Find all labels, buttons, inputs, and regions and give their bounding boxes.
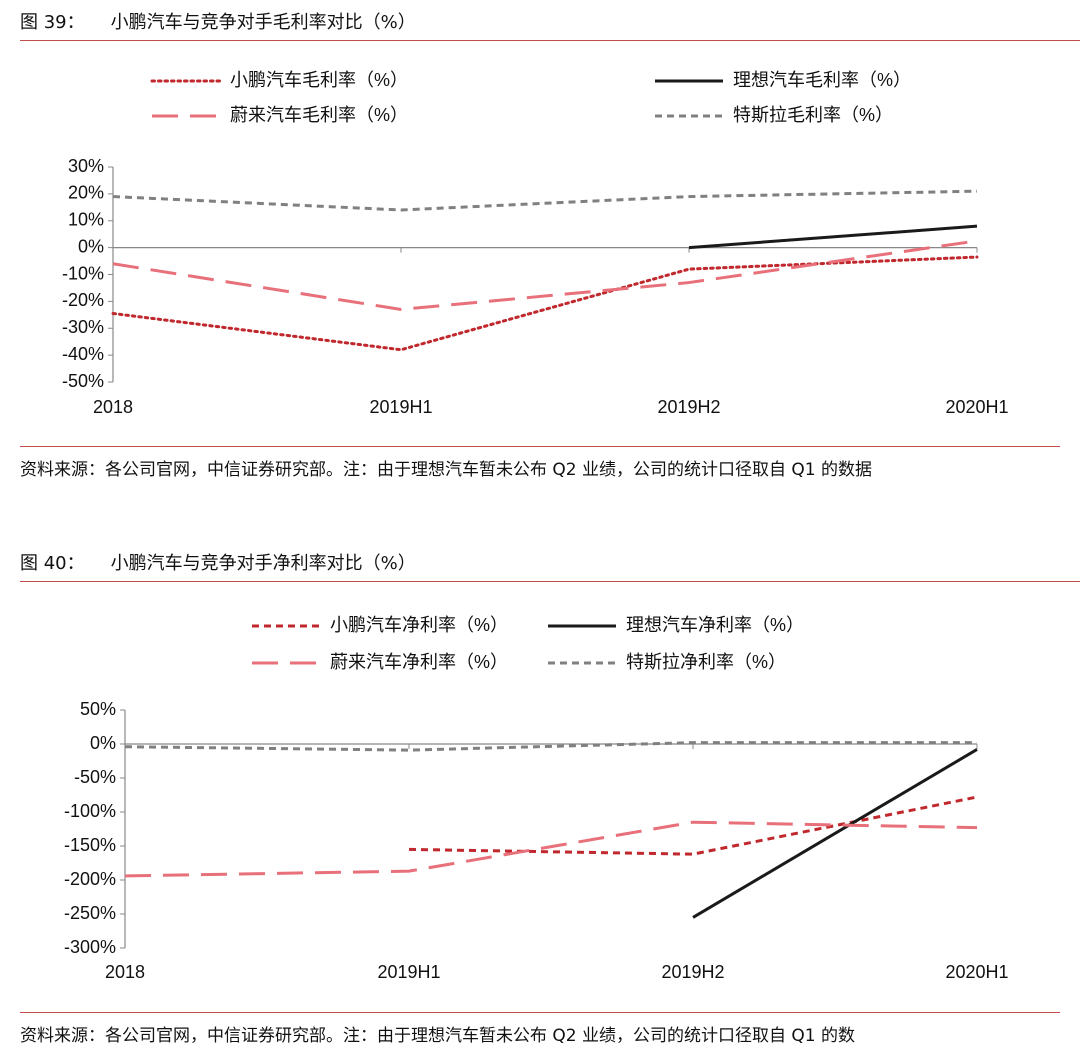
y-tick-label: -50% (74, 767, 116, 787)
y-tick-label: -30% (62, 317, 104, 337)
legend-label: 小鹏汽车毛利率（%） (230, 70, 408, 90)
x-tick-label: 2018 (93, 397, 133, 417)
y-tick-label: 0% (78, 236, 104, 256)
series-line (692, 748, 978, 919)
chart-title: 小鹏汽车与竞争对手净利率对比（%） (110, 553, 416, 574)
series-line (124, 741, 977, 752)
legend-label: 理想汽车毛利率（%） (733, 70, 911, 90)
y-tick-label: -250% (64, 903, 116, 923)
y-tick-label: 0% (90, 733, 116, 753)
series-line (111, 255, 979, 352)
legend-label: 特斯拉毛利率（%） (733, 105, 893, 125)
y-tick-label: -200% (64, 869, 116, 889)
y-tick-label: -150% (64, 835, 116, 855)
x-tick-label: 2020H1 (945, 397, 1008, 417)
x-tick-label: 2019H1 (377, 962, 440, 982)
x-tick-label: 2018 (105, 962, 145, 982)
series-line (124, 820, 978, 878)
y-tick-label: -50% (62, 371, 104, 391)
series-line (688, 224, 978, 250)
legend-label: 蔚来汽车毛利率（%） (230, 105, 408, 125)
figure-header: 图 40： 小鹏汽车与竞争对手净利率对比（%） (20, 549, 1080, 582)
x-tick-label: 2020H1 (945, 962, 1008, 982)
figure-label: 图 40： (20, 553, 85, 574)
x-tick-label: 2019H2 (661, 962, 724, 982)
legend-label: 小鹏汽车净利率（%） (330, 615, 508, 635)
x-tick-label: 2019H2 (657, 397, 720, 417)
y-tick-label: -20% (62, 290, 104, 310)
figure-label: 图 39： (20, 12, 85, 33)
source-note: 资料来源：各公司官网，中信证券研究部。注：由于理想汽车暂未公布 Q2 业绩，公司… (20, 1012, 1060, 1053)
y-tick-label: 30% (68, 156, 104, 176)
legend-label: 特斯拉净利率（%） (626, 652, 786, 672)
y-tick-label: 20% (68, 183, 104, 203)
y-tick-label: -40% (62, 344, 104, 364)
x-tick-label: 2019H1 (369, 397, 432, 417)
series-line (112, 189, 978, 212)
y-tick-label: -300% (64, 937, 116, 957)
source-note: 资料来源：各公司官网，中信证券研究部。注：由于理想汽车暂未公布 Q2 业绩，公司… (20, 446, 1060, 531)
y-tick-label: 10% (68, 210, 104, 230)
legend-label: 理想汽车净利率（%） (626, 615, 804, 635)
chart-title: 小鹏汽车与竞争对手毛利率对比（%） (110, 12, 416, 33)
y-tick-label: -100% (64, 801, 116, 821)
y-tick-label: -10% (62, 263, 104, 283)
legend-label: 蔚来汽车净利率（%） (330, 652, 508, 672)
figure-header: 图 39： 小鹏汽车与竞争对手毛利率对比（%） (20, 8, 1080, 41)
y-tick-label: 50% (80, 699, 116, 719)
series-line (112, 239, 978, 311)
